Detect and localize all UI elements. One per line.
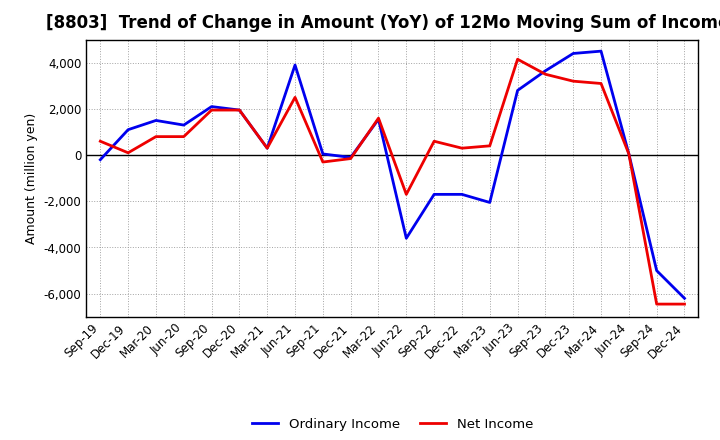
Line: Net Income: Net Income [100, 59, 685, 304]
Ordinary Income [569, 51, 577, 56]
Net Income [680, 301, 689, 307]
Net Income [513, 57, 522, 62]
Ordinary Income [597, 48, 606, 54]
Ordinary Income [124, 127, 132, 132]
Ordinary Income [458, 192, 467, 197]
Net Income [624, 151, 633, 157]
Net Income [263, 146, 271, 151]
Net Income [430, 139, 438, 144]
Net Income [402, 192, 410, 197]
Ordinary Income [291, 62, 300, 68]
Ordinary Income [179, 122, 188, 128]
Ordinary Income [541, 68, 550, 73]
Ordinary Income [430, 192, 438, 197]
Ordinary Income [346, 155, 355, 160]
Ordinary Income [374, 117, 383, 122]
Ordinary Income [513, 88, 522, 93]
Ordinary Income [624, 151, 633, 157]
Ordinary Income [652, 268, 661, 273]
Net Income [597, 81, 606, 86]
Ordinary Income [318, 151, 327, 157]
Line: Ordinary Income: Ordinary Income [100, 51, 685, 298]
Net Income [569, 78, 577, 84]
Net Income [96, 139, 104, 144]
Net Income [318, 159, 327, 165]
Ordinary Income [485, 200, 494, 205]
Ordinary Income [207, 104, 216, 109]
Title: [8803]  Trend of Change in Amount (YoY) of 12Mo Moving Sum of Incomes: [8803] Trend of Change in Amount (YoY) o… [46, 15, 720, 33]
Ordinary Income [263, 146, 271, 151]
Ordinary Income [152, 118, 161, 123]
Ordinary Income [402, 236, 410, 241]
Net Income [458, 146, 467, 151]
Ordinary Income [96, 157, 104, 162]
Ordinary Income [680, 296, 689, 301]
Net Income [152, 134, 161, 139]
Net Income [207, 107, 216, 113]
Net Income [179, 134, 188, 139]
Net Income [485, 143, 494, 148]
Y-axis label: Amount (million yen): Amount (million yen) [25, 113, 38, 244]
Legend: Ordinary Income, Net Income: Ordinary Income, Net Income [246, 412, 539, 436]
Net Income [541, 72, 550, 77]
Ordinary Income [235, 107, 243, 113]
Net Income [124, 150, 132, 155]
Net Income [346, 156, 355, 161]
Net Income [235, 107, 243, 113]
Net Income [374, 115, 383, 121]
Net Income [291, 95, 300, 100]
Net Income [652, 301, 661, 307]
